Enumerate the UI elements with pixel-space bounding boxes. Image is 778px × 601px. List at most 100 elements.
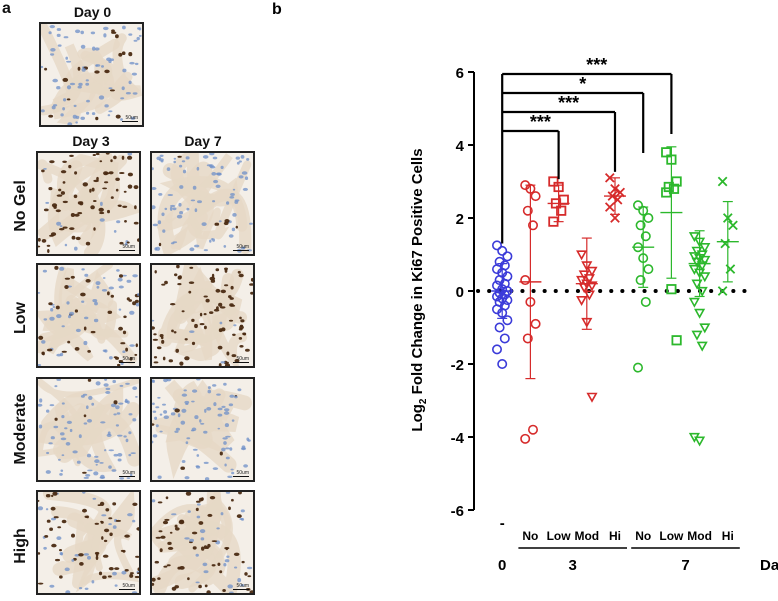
nucleus — [224, 559, 230, 563]
ki67-positive-nucleus — [152, 423, 155, 426]
y-tick-label: -4 — [451, 430, 465, 447]
nucleus — [212, 384, 217, 387]
ki67-positive-nucleus — [128, 299, 132, 302]
nucleus — [196, 379, 201, 381]
nucleus — [56, 314, 62, 319]
nucleus — [75, 121, 78, 124]
nucleus — [86, 111, 90, 115]
nucleus — [93, 471, 99, 476]
nucleus — [194, 415, 199, 420]
ki67-positive-nucleus — [168, 359, 173, 363]
nucleus — [187, 510, 191, 513]
nucleus — [45, 470, 51, 474]
data-point — [635, 275, 646, 286]
ki67-positive-nucleus — [191, 531, 198, 535]
ki67-positive-nucleus — [60, 191, 65, 195]
ki67-positive-nucleus — [230, 304, 236, 307]
ki67-positive-nucleus — [247, 575, 252, 578]
ki67-positive-nucleus — [239, 316, 242, 320]
nucleus — [113, 413, 117, 416]
micrograph-texture — [41, 24, 142, 125]
ki67-positive-nucleus — [64, 285, 69, 289]
row-label-low: Low — [12, 302, 29, 334]
nucleus — [196, 454, 200, 457]
nucleus — [169, 204, 176, 208]
ki67-positive-nucleus — [122, 330, 127, 335]
ki67-positive-nucleus — [45, 494, 51, 498]
nucleus — [136, 36, 140, 41]
nucleus — [224, 463, 227, 467]
ki67-positive-nucleus — [198, 521, 204, 525]
nucleus — [162, 229, 166, 233]
nucleus — [183, 389, 187, 392]
nucleus — [191, 400, 195, 403]
nucleus — [78, 434, 82, 439]
nucleus — [181, 460, 186, 463]
ki67-positive-nucleus — [236, 514, 242, 518]
nucleus — [154, 247, 158, 251]
ki67-positive-nucleus — [205, 298, 210, 303]
ki67-positive-nucleus — [59, 575, 63, 579]
nucleus — [99, 462, 104, 464]
nucleus — [50, 436, 55, 440]
significance-stars: *** — [530, 112, 551, 132]
nucleus — [41, 109, 45, 113]
ki67-positive-nucleus — [46, 348, 53, 352]
ki67-positive-nucleus — [152, 577, 156, 582]
ki67-positive-nucleus — [175, 348, 179, 353]
nucleus — [116, 269, 120, 272]
ki67-positive-nucleus — [55, 558, 60, 562]
nucleus — [179, 185, 184, 189]
nucleus — [238, 175, 244, 179]
ki67-positive-nucleus — [218, 302, 223, 307]
micrograph-texture — [38, 492, 139, 593]
nucleus — [108, 465, 112, 469]
nucleus — [102, 277, 106, 279]
ki67-positive-nucleus — [109, 532, 113, 537]
data-point — [671, 335, 682, 346]
data-point — [632, 362, 643, 373]
nucleus — [38, 506, 44, 511]
ki67-positive-nucleus — [179, 519, 184, 523]
nucleus — [195, 581, 200, 584]
nucleus — [110, 58, 114, 61]
nucleus — [190, 199, 196, 202]
nucleus — [186, 207, 190, 211]
nucleus — [226, 201, 230, 205]
data-point — [492, 344, 503, 355]
ki67-positive-nucleus — [162, 356, 166, 361]
ki67-positive-nucleus — [107, 310, 113, 314]
nucleus — [229, 196, 235, 199]
ki67-positive-nucleus — [218, 363, 222, 366]
ki67-positive-nucleus — [204, 584, 208, 588]
ki67-positive-nucleus — [219, 451, 223, 456]
ki67-positive-nucleus — [108, 171, 114, 175]
data-point — [671, 176, 682, 187]
micrograph-texture — [38, 153, 139, 254]
ki67-positive-nucleus — [102, 554, 109, 558]
ki67-positive-nucleus — [194, 323, 198, 329]
ki67-positive-nucleus — [62, 200, 68, 204]
ki67-positive-nucleus — [220, 289, 226, 294]
nucleus — [38, 292, 41, 294]
nucleus — [59, 266, 65, 271]
nucleus — [120, 362, 124, 365]
ki67-positive-nucleus — [55, 305, 60, 310]
nucleus — [120, 97, 125, 100]
nucleus — [39, 398, 43, 403]
nucleus — [232, 188, 236, 191]
micrograph-texture — [38, 265, 139, 366]
ki67-positive-nucleus — [165, 496, 169, 500]
nucleus — [41, 65, 44, 69]
data-point — [586, 392, 598, 403]
nucleus — [173, 160, 176, 164]
ki67-positive-nucleus — [71, 533, 75, 538]
nucleus — [186, 437, 191, 440]
group-label: Hi — [609, 529, 621, 543]
ki67-positive-nucleus — [180, 466, 185, 470]
nucleus — [107, 431, 111, 435]
y-tick-label: 6 — [456, 65, 464, 82]
ki67-positive-nucleus — [38, 582, 44, 585]
ki67-positive-nucleus — [110, 196, 114, 199]
nucleus — [228, 234, 234, 238]
